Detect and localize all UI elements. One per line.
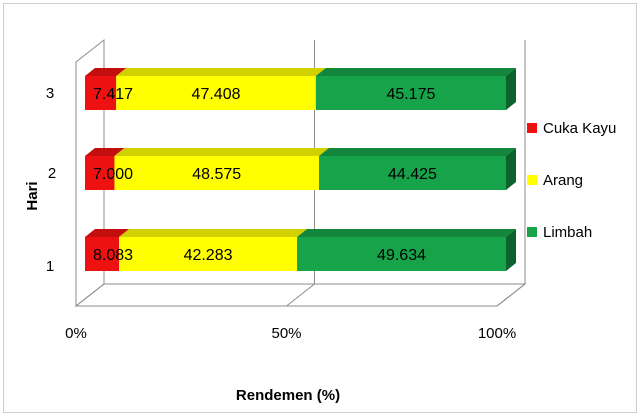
y-axis-label: Hari — [24, 181, 41, 210]
bar-segment — [114, 148, 329, 190]
bar-segment-face — [119, 237, 298, 271]
data-label: 47.408 — [192, 86, 241, 103]
chart-border — [3, 3, 637, 413]
y-tick-label: 3 — [46, 85, 54, 102]
data-label: 7.417 — [93, 86, 133, 103]
gridline — [496, 40, 526, 307]
legend-label: Arang — [543, 172, 583, 189]
bar-segment-top — [114, 148, 329, 156]
bar-segment-side — [506, 229, 516, 271]
bar-segment — [318, 148, 516, 190]
legend: Cuka Kayu Arang Limbah — [527, 120, 616, 241]
gridlines — [75, 40, 526, 307]
x-tick-label: 0% — [65, 325, 87, 342]
bar-segment-top — [318, 148, 516, 156]
y-tick-label: 1 — [46, 258, 54, 275]
y-axis-ticks: 1 2 3 — [46, 85, 56, 275]
data-label: 8.083 — [93, 247, 133, 264]
bar-segment-face — [297, 237, 506, 271]
bar-segment-face — [85, 156, 115, 190]
bar-segment-top — [119, 229, 308, 237]
legend-swatch — [527, 123, 537, 133]
bar-segment-top — [116, 68, 326, 76]
bar-segment-face — [85, 76, 117, 110]
bar-segment — [119, 229, 308, 271]
legend-swatch — [527, 175, 537, 185]
bar-segment-side — [506, 148, 516, 190]
legend-label: Cuka Kayu — [543, 120, 616, 137]
x-tick-label: 50% — [271, 325, 301, 342]
x-axis-label: Rendemen (%) — [236, 387, 340, 404]
legend-swatch — [527, 227, 537, 237]
bar-segment-top — [85, 148, 125, 156]
bar-series — [85, 68, 516, 271]
bar-segment-top — [297, 229, 516, 237]
data-label: 7.000 — [93, 166, 133, 183]
gridline — [286, 40, 315, 307]
bar-segment — [116, 68, 326, 110]
bar-segment-top — [315, 68, 516, 76]
data-label: 42.283 — [184, 247, 233, 264]
bar-segment — [315, 68, 516, 110]
x-tick-label: 100% — [478, 325, 516, 342]
bar-segment-face — [315, 76, 506, 110]
bar-segment — [85, 229, 130, 271]
data-labels: 8.083 42.283 49.634 7.000 48.575 44.425 7.417 4… — [93, 86, 437, 264]
bar-segment-face — [116, 76, 316, 110]
bar-segment-top — [85, 68, 127, 76]
bar-segment-top — [85, 229, 130, 237]
data-label: 45.175 — [386, 86, 435, 103]
x-axis-ticks: 0% 50% 100% — [65, 325, 516, 342]
bar-segment-face — [114, 156, 319, 190]
y-tick-label: 2 — [48, 165, 56, 182]
bar-segment — [85, 148, 125, 190]
legend-label: Limbah — [543, 224, 592, 241]
gridline — [75, 40, 105, 307]
bar-segment-face — [318, 156, 506, 190]
bar-segment — [297, 229, 516, 271]
bar-segment-face — [85, 237, 120, 271]
bar-segment-side — [506, 68, 516, 110]
data-label: 48.575 — [192, 166, 241, 183]
data-label: 44.425 — [388, 166, 437, 183]
bar-segment — [85, 68, 127, 110]
data-label: 49.634 — [377, 247, 426, 264]
